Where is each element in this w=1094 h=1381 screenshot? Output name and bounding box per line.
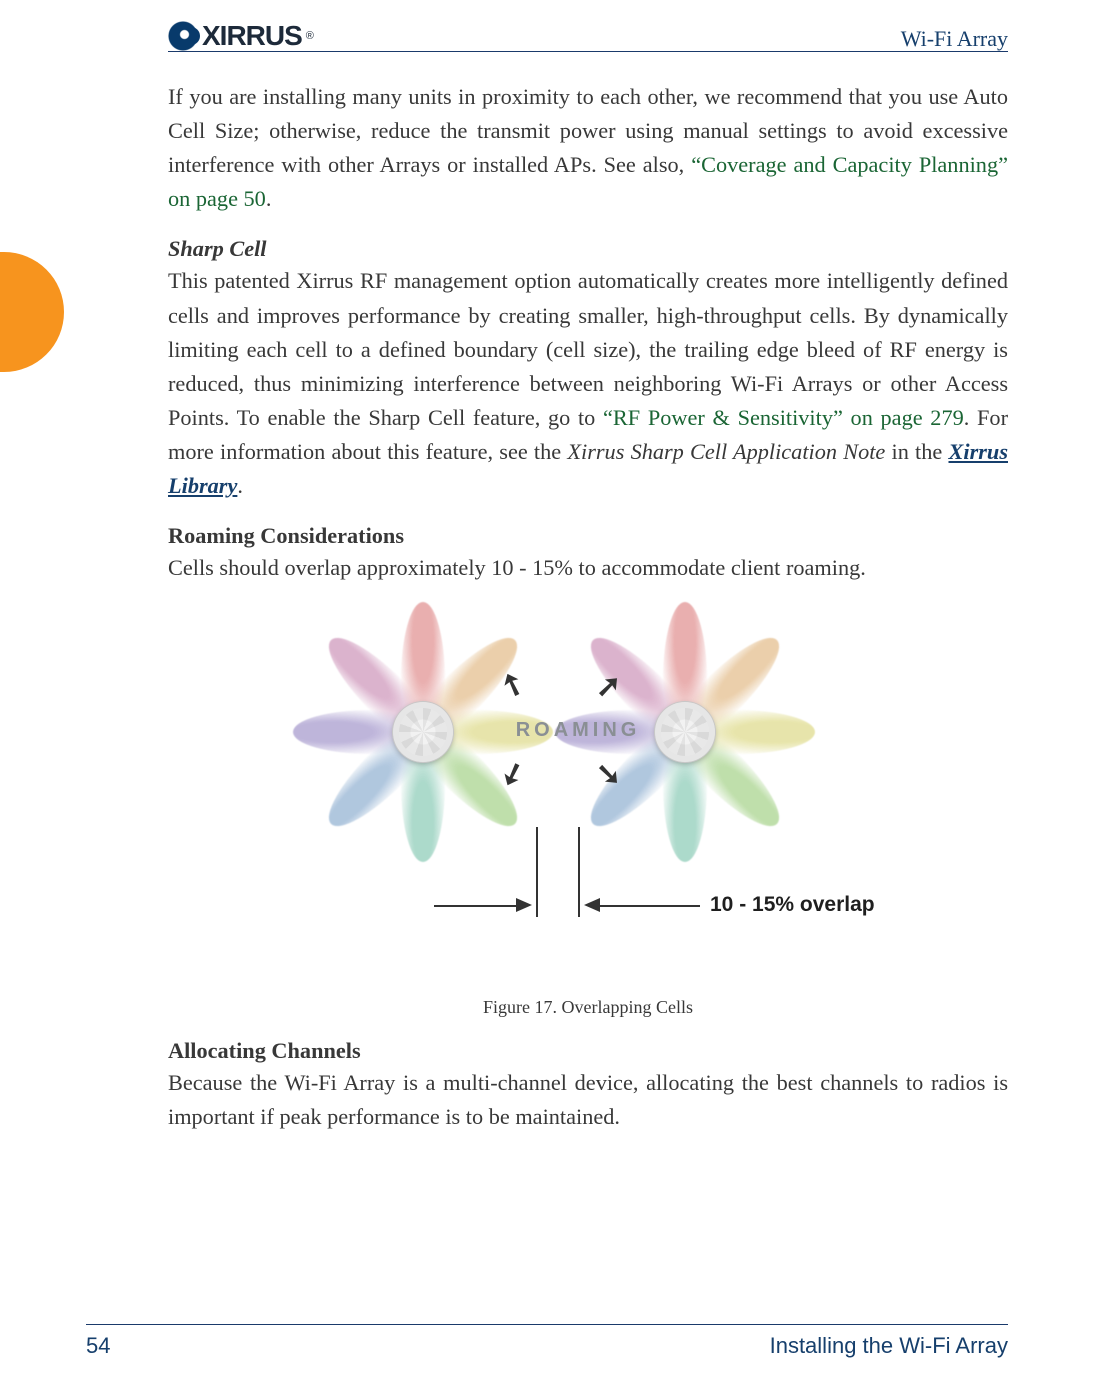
link-rf-power[interactable]: “RF Power & Sensitivity” on page 279 [603,405,964,430]
brand-logo: XIRRUS ® [168,20,314,52]
footer-section-title: Installing the Wi-Fi Array [770,1333,1008,1359]
logo-mark-icon [168,21,198,51]
body-content: If you are installing many units in prox… [168,80,1008,1305]
heading-allocating-channels: Allocating Channels [168,1038,1008,1064]
page: XIRRUS ® Wi-Fi Array If you are installi… [0,0,1094,1381]
figure-17-diagram: ➚ ➚ ➘ ➘ ROAMING 10 - 15% overlap [278,597,898,977]
overlap-arrow-left-line [434,905,516,907]
allocating-paragraph: Because the Wi-Fi Array is a multi-chann… [168,1066,1008,1134]
figure-17: ➚ ➚ ➘ ➘ ROAMING 10 - 15% overlap Figure … [168,597,1008,1018]
sharp-cell-paragraph: This patented Xirrus RF management optio… [168,264,1008,503]
trademark-icon: ® [306,30,314,42]
cell-array-left [298,607,548,857]
roaming-label: ROAMING [516,719,641,742]
overlap-guide-left [536,827,538,917]
overlap-arrow-right-head-icon [584,898,600,912]
sharp-post: . [237,473,243,498]
heading-sharp-cell: Sharp Cell [168,236,1008,262]
page-header: XIRRUS ® Wi-Fi Array [168,14,1008,52]
array-hub-icon [393,702,453,762]
page-footer: 54 Installing the Wi-Fi Array [86,1333,1008,1359]
header-title: Wi-Fi Array [901,26,1008,52]
page-number: 54 [86,1333,110,1359]
sharp-appnote: Xirrus Sharp Cell Application Note [567,439,885,464]
array-hub-icon [655,702,715,762]
overlap-label: 10 - 15% overlap [710,893,875,917]
overlap-arrow-left-head-icon [516,898,532,912]
header-divider [168,51,1008,52]
logo-text: XIRRUS [202,20,302,52]
overlap-guide-right [578,827,580,917]
roam-arrow-se-icon: ➘ [596,757,621,792]
overlap-indicator: 10 - 15% overlap [278,887,898,947]
intro-paragraph: If you are installing many units in prox… [168,80,1008,216]
sharp-mid2: in the [885,439,948,464]
footer-divider [86,1324,1008,1325]
para1-post: . [266,186,272,211]
figure-17-caption: Figure 17. Overlapping Cells [168,997,1008,1018]
overlap-arrow-right-line [600,905,700,907]
roaming-paragraph: Cells should overlap approximately 10 - … [168,551,1008,585]
heading-roaming: Roaming Considerations [168,523,1008,549]
section-tab [0,252,64,372]
roam-arrow-ne-icon: ➚ [596,669,621,704]
